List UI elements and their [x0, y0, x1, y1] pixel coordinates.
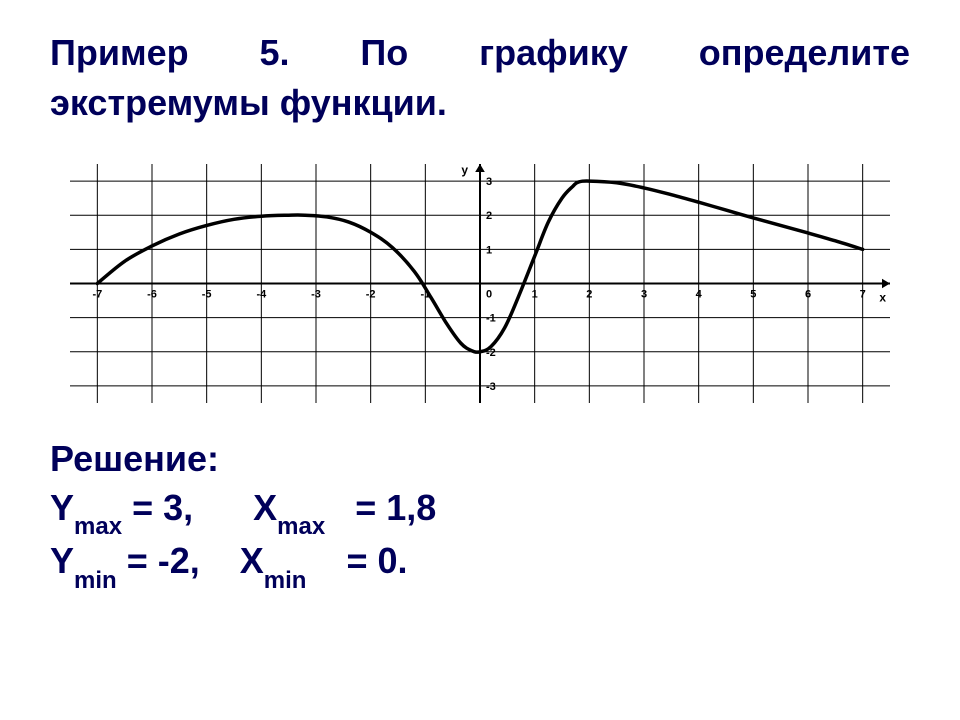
svg-text:0: 0: [486, 289, 492, 301]
svg-text:2: 2: [486, 210, 492, 222]
svg-text:4: 4: [696, 289, 703, 301]
solution-block: Решение: Ymax = 3, Xmax = 1,8 Ymin = -2,…: [50, 435, 910, 591]
svg-text:-7: -7: [92, 289, 102, 301]
svg-text:7: 7: [860, 289, 866, 301]
svg-text:3: 3: [486, 176, 492, 188]
solution-line-min: Ymin = -2, Xmin = 0.: [50, 537, 910, 591]
svg-text:3: 3: [641, 289, 647, 301]
title-line1: Пример 5. По графику определите: [50, 30, 910, 75]
svg-text:-1: -1: [486, 313, 496, 325]
svg-text:-6: -6: [147, 289, 157, 301]
svg-text:-5: -5: [202, 289, 212, 301]
svg-text:-3: -3: [486, 381, 496, 393]
svg-text:-2: -2: [366, 289, 376, 301]
slide: Пример 5. По графику определите экстрему…: [0, 0, 960, 720]
svg-text:x: x: [879, 291, 886, 305]
svg-text:y: y: [461, 163, 468, 177]
svg-text:-3: -3: [311, 289, 321, 301]
svg-text:1: 1: [486, 245, 492, 257]
svg-text:2: 2: [586, 289, 592, 301]
solution-line-max: Ymax = 3, Xmax = 1,8: [50, 484, 910, 538]
svg-text:5: 5: [750, 289, 756, 301]
solution-label: Решение:: [50, 435, 910, 484]
svg-text:-4: -4: [256, 289, 267, 301]
svg-text:1: 1: [532, 289, 538, 301]
title-line2: экстремумы функции.: [50, 81, 910, 124]
function-chart: -7-6-5-4-3-2-101234567-3-2-1123xy: [50, 152, 910, 417]
svg-text:6: 6: [805, 289, 811, 301]
